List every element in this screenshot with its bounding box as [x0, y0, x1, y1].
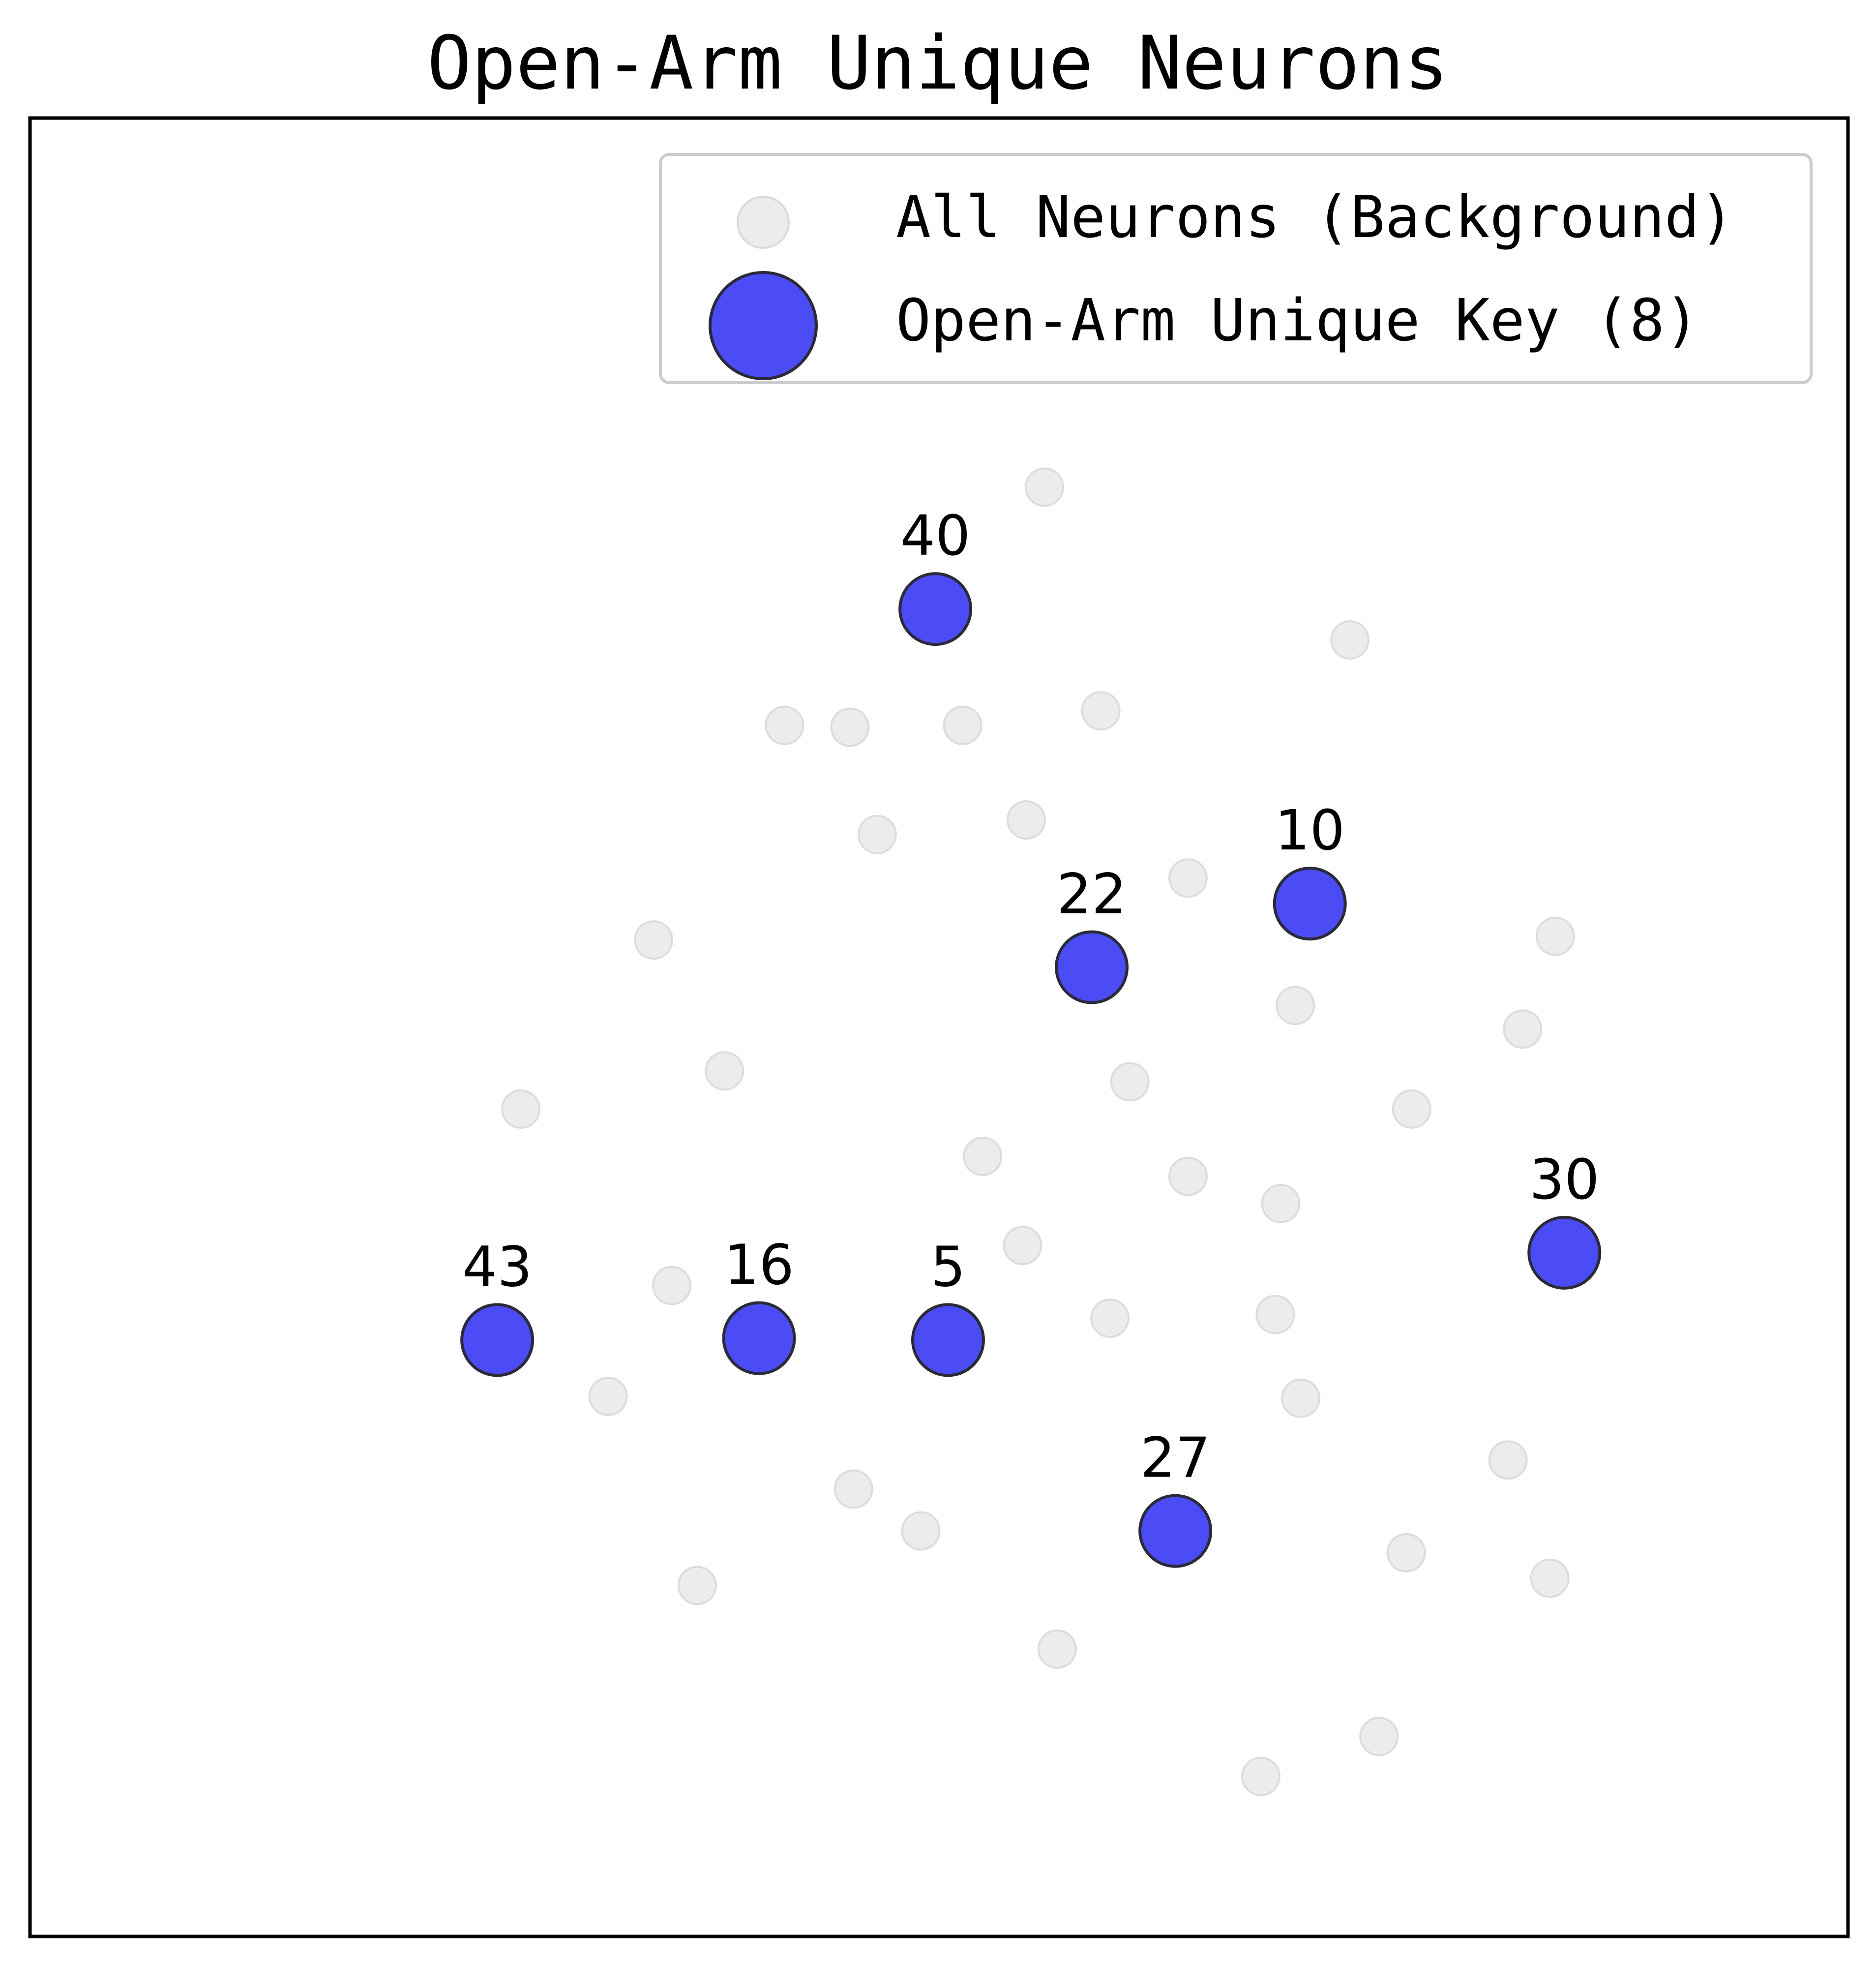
background-neuron-point	[1386, 1533, 1426, 1572]
background-neuron-point	[1535, 916, 1575, 956]
legend-label-key: Open-Arm Unique Key (8)	[896, 286, 1699, 354]
key-neuron-points	[460, 572, 1602, 1568]
background-neuron-point	[1090, 1299, 1130, 1338]
background-neuron-point	[1392, 1089, 1431, 1129]
key-neuron-point-30	[1527, 1215, 1602, 1290]
background-neuron-point	[1488, 1440, 1528, 1480]
key-neuron-point-40	[898, 572, 973, 646]
background-neuron-point	[1168, 1156, 1208, 1196]
background-neuron-point	[1241, 1756, 1280, 1796]
background-neuron-point	[1359, 1717, 1399, 1756]
background-neuron-point	[1110, 1062, 1150, 1102]
key-neuron-label-43: 43	[462, 1235, 533, 1299]
key-neuron-point-43	[460, 1303, 535, 1377]
key-neuron-label-22: 22	[1057, 862, 1127, 926]
background-neuron-point	[634, 920, 674, 960]
background-neuron-point	[943, 705, 983, 745]
legend-marker-background	[737, 196, 790, 249]
background-neuron-point	[765, 705, 804, 745]
background-neuron-point	[1255, 1295, 1295, 1334]
key-neuron-point-22	[1055, 930, 1129, 1004]
key-neuron-point-10	[1273, 867, 1347, 941]
background-neuron-point	[652, 1266, 692, 1305]
background-neuron-points	[501, 467, 1575, 1796]
background-neuron-point	[1081, 691, 1121, 731]
background-neuron-point	[1024, 467, 1064, 507]
key-neuron-point-27	[1138, 1494, 1213, 1568]
key-neuron-point-5	[911, 1303, 985, 1377]
chart-title: Open-Arm Unique Neurons	[427, 21, 1448, 106]
legend-label-background: All Neurons (Background)	[896, 183, 1734, 251]
key-neuron-label-5: 5	[930, 1235, 965, 1299]
background-neuron-point	[1530, 1558, 1570, 1598]
background-neuron-point	[1330, 620, 1370, 660]
background-neuron-point	[1503, 1009, 1543, 1049]
background-neuron-point	[705, 1051, 744, 1091]
background-neuron-point	[857, 815, 897, 854]
background-neuron-point	[501, 1089, 541, 1129]
background-neuron-point	[834, 1469, 873, 1509]
background-neuron-point	[963, 1136, 1003, 1176]
key-neuron-label-16: 16	[724, 1234, 794, 1298]
background-neuron-point	[1276, 986, 1315, 1026]
key-neuron-label-40: 40	[900, 504, 971, 568]
background-neuron-point	[1003, 1226, 1042, 1266]
background-neuron-point	[830, 707, 870, 747]
background-neuron-point	[901, 1511, 941, 1551]
legend: All Neurons (Background) Open-Arm Unique…	[659, 153, 1813, 384]
key-neuron-point-16	[722, 1301, 796, 1375]
background-neuron-point	[1281, 1378, 1321, 1418]
key-neuron-label-30: 30	[1529, 1148, 1600, 1212]
legend-box	[659, 153, 1813, 384]
legend-marker-key	[709, 271, 818, 380]
background-neuron-point	[588, 1376, 628, 1416]
key-neuron-labels: 40 10 22 30 43 16 5 27	[462, 504, 1600, 1490]
key-neuron-label-27: 27	[1140, 1426, 1211, 1490]
key-neuron-label-10: 10	[1275, 799, 1345, 863]
background-neuron-point	[677, 1566, 717, 1605]
background-neuron-point	[1006, 800, 1046, 840]
background-neuron-point	[1037, 1629, 1077, 1669]
background-neuron-point	[1168, 858, 1208, 898]
plot-area-frame	[28, 116, 1850, 1938]
background-neuron-point	[1261, 1184, 1301, 1224]
